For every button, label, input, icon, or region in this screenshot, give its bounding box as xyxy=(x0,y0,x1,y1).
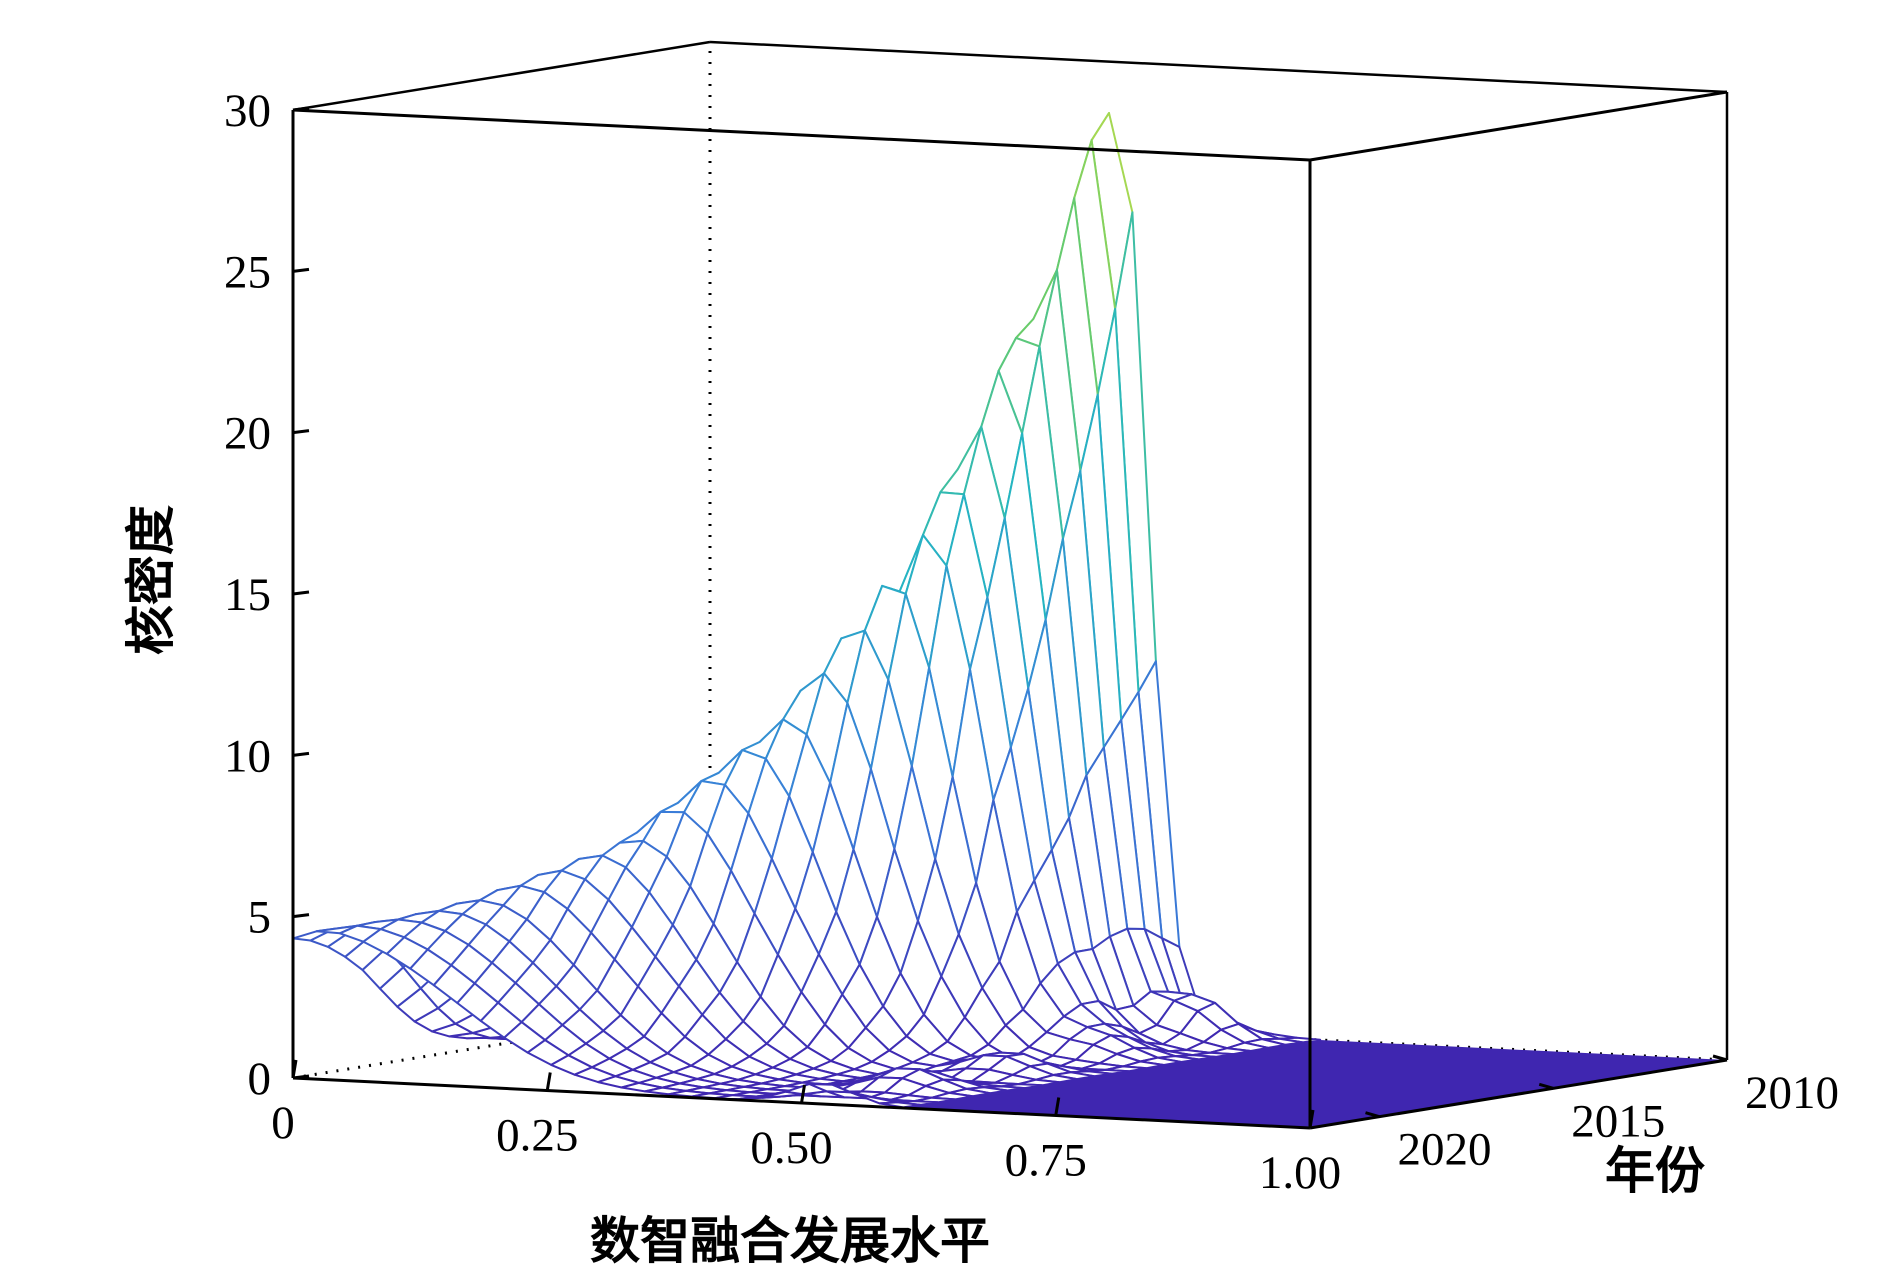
density-surface-mesh xyxy=(292,112,1727,1128)
z-tick-label: 15 xyxy=(224,569,271,621)
y-tick-mark xyxy=(1365,1111,1380,1119)
box-edge xyxy=(1309,90,1728,162)
x-tick-label: 0.25 xyxy=(496,1110,578,1162)
y-tick-label: 2010 xyxy=(1745,1067,1839,1119)
x-tick-label: 0 xyxy=(271,1097,295,1149)
z-tick-label: 20 xyxy=(224,408,271,460)
x-tick-label: 1.00 xyxy=(1259,1147,1341,1199)
z-axis-title: 核密度 xyxy=(121,505,180,655)
y-axis-title: 年份 xyxy=(1605,1141,1705,1200)
z-tick-label: 0 xyxy=(248,1053,272,1105)
z-tick-mark xyxy=(292,751,310,757)
box-edge xyxy=(709,40,1728,94)
density-floor-region xyxy=(882,1039,1727,1128)
x-tick-mark xyxy=(545,1072,552,1091)
z-tick-label: 10 xyxy=(224,730,271,782)
x-tick-label: 0.75 xyxy=(1005,1135,1087,1187)
axis-ticks: 0 5 10 15 20 25 30 0 0.25 0.50 0.75 1.00 2010 2015 202… xyxy=(224,85,1839,1199)
x-tick-mark xyxy=(291,1059,298,1079)
z-tick-label: 30 xyxy=(224,85,271,137)
z-tick-mark xyxy=(292,106,310,112)
z-tick-mark xyxy=(292,1074,310,1080)
z-tick-mark xyxy=(292,590,310,596)
z-tick-mark xyxy=(292,429,310,435)
y-tick-label: 2020 xyxy=(1398,1124,1492,1176)
z-tick-mark xyxy=(292,913,310,919)
z-tick-mark xyxy=(292,267,310,273)
z-tick-label: 25 xyxy=(224,246,271,298)
x-tick-label: 0.50 xyxy=(750,1122,832,1174)
y-tick-mark xyxy=(1712,1054,1728,1062)
z-tick-label: 5 xyxy=(248,892,272,944)
y-tick-label: 2015 xyxy=(1571,1095,1665,1147)
y-tick-mark xyxy=(1538,1082,1554,1090)
x-tick-mark xyxy=(1308,1109,1315,1129)
x-axis-title: 数智融合发展水平 xyxy=(590,1211,990,1269)
x-tick-mark xyxy=(800,1084,806,1104)
box-edge xyxy=(292,108,1311,162)
box-edge xyxy=(292,40,711,112)
x-tick-mark xyxy=(1054,1097,1061,1116)
